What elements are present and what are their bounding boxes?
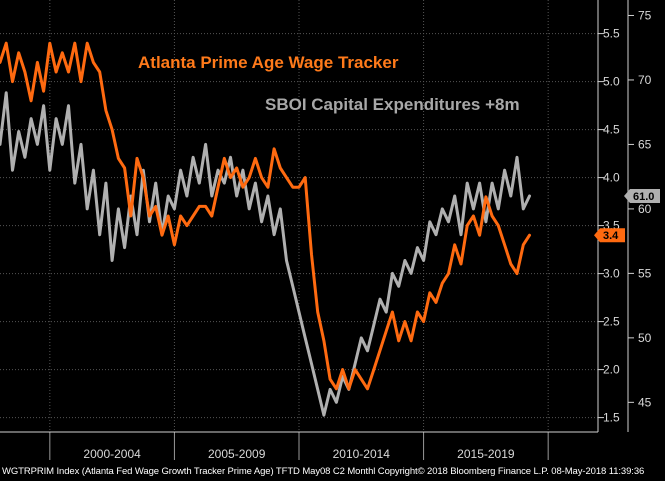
left-tick-label: 5.5: [603, 27, 620, 41]
period-separators: [49, 0, 549, 460]
right-tick-label: 55: [638, 266, 652, 280]
right-tick-label: 50: [638, 331, 652, 345]
x-period-label: 2010-2014: [333, 447, 391, 461]
left-tick-label: 3.0: [603, 267, 620, 281]
chart: 1.52.02.53.03.54.04.55.05.5 455055606570…: [0, 0, 660, 461]
x-period-label: 2015-2019: [457, 447, 515, 461]
tag-shape: [624, 189, 660, 204]
left-tick-label: 4.0: [603, 171, 620, 185]
capex-last-value-tag: 61.0: [624, 189, 660, 204]
right-tick-label: 75: [638, 8, 652, 22]
last-value-tags: 3.4 61.0: [594, 189, 660, 243]
right-tick-label: 70: [638, 73, 652, 87]
left-axis-ticks: 1.52.02.53.03.54.04.55.05.5: [598, 27, 620, 425]
right-axis-ticks: 45 50 55 60 65 70 75: [628, 8, 652, 409]
tag-shape: [594, 228, 625, 243]
capex-line: [0, 91, 531, 417]
left-tick-label: 4.5: [603, 123, 620, 137]
wage-series: [0, 41, 531, 391]
x-period-label: 2005-2009: [208, 447, 266, 461]
wage-series-label: Atlanta Prime Age Wage Tracker: [138, 53, 399, 72]
left-tick-label: 5.0: [603, 75, 620, 89]
wage-line: [0, 41, 531, 391]
wage-last-value-tag: 3.4: [594, 228, 625, 243]
tag-text: 61.0: [633, 191, 654, 203]
tag-text: 3.4: [603, 230, 619, 242]
right-tick-label: 45: [638, 395, 652, 409]
x-axis-labels: 2000-2004 2005-2009 2010-2014 2015-2019: [83, 447, 514, 461]
capex-series-label: SBOI Capital Expenditures +8m: [265, 95, 520, 114]
left-tick-label: 1.5: [603, 411, 620, 425]
right-tick-label: 60: [638, 202, 652, 216]
left-tick-label: 2.0: [603, 363, 620, 377]
footer-source-line: WGTRPRIM Index (Atlanta Fed Wage Growth …: [2, 466, 645, 477]
right-tick-label: 65: [638, 137, 652, 151]
x-period-label: 2000-2004: [83, 447, 141, 461]
left-tick-label: 2.5: [603, 315, 620, 329]
capex-series: [0, 91, 531, 417]
